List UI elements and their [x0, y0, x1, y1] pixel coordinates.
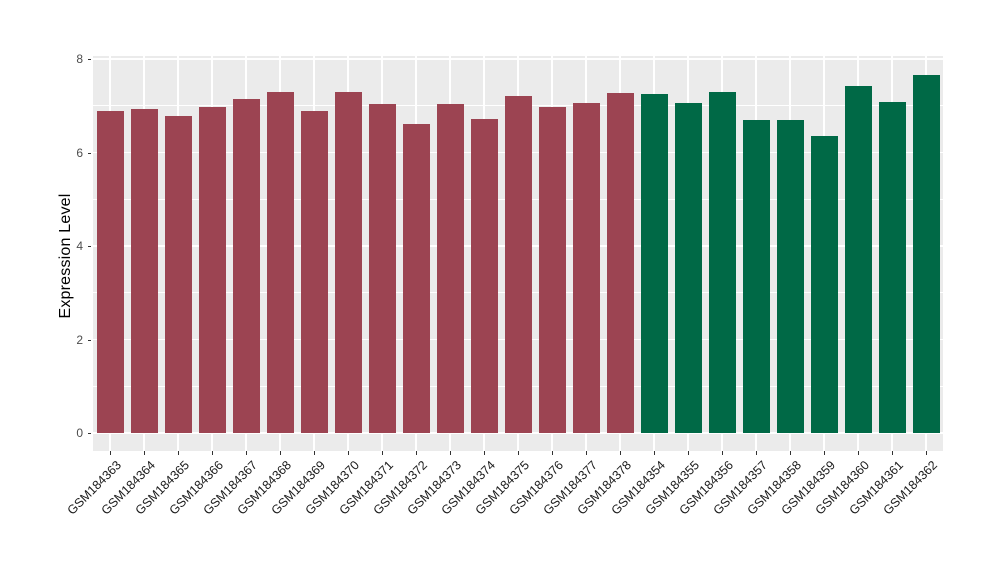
y-tick-mark: [88, 433, 91, 434]
bar-GSM184354: [640, 94, 668, 433]
x-tick-mark: [892, 451, 893, 455]
bar-GSM184374: [470, 119, 498, 433]
y-tick-label: 2: [76, 332, 83, 347]
bar-GSM184377: [572, 102, 600, 433]
y-tick-label: 4: [76, 239, 83, 253]
x-tick-mark: [688, 451, 689, 455]
bar-GSM184371: [368, 104, 396, 433]
bar-GSM184359: [810, 136, 838, 433]
bar-GSM184373: [436, 103, 464, 433]
x-tick-mark: [926, 451, 927, 455]
x-tick-mark: [246, 451, 247, 455]
x-tick-mark: [620, 451, 621, 455]
x-tick-mark: [314, 451, 315, 455]
bar-GSM184361: [878, 102, 906, 433]
x-tick-mark: [450, 451, 451, 455]
bar-GSM184365: [164, 115, 192, 433]
bar-GSM184370: [334, 92, 362, 433]
y-tick-mark: [88, 59, 91, 60]
y-tick-label: 0: [76, 426, 83, 440]
bar-GSM184355: [674, 102, 702, 433]
x-tick-mark: [586, 451, 587, 455]
y-axis-title: Expression Level: [57, 193, 74, 319]
x-tick-mark: [484, 451, 485, 455]
bar-GSM184369: [300, 111, 328, 433]
x-tick-mark: [518, 451, 519, 455]
x-tick-mark: [178, 451, 179, 455]
bar-GSM184356: [708, 92, 736, 433]
x-tick-mark: [654, 451, 655, 455]
bar-GSM184376: [538, 107, 566, 433]
bar-GSM184358: [776, 120, 804, 433]
x-tick-mark: [722, 451, 723, 455]
bar-GSM184360: [844, 86, 872, 433]
bar-GSM184366: [198, 107, 226, 433]
bar-GSM184362: [912, 74, 940, 433]
x-tick-mark: [144, 451, 145, 455]
bar-GSM184372: [402, 124, 430, 433]
x-tick-mark: [416, 451, 417, 455]
x-tick-mark: [858, 451, 859, 455]
bar-GSM184368: [266, 92, 294, 433]
bar-GSM184375: [504, 95, 532, 433]
x-tick-mark: [280, 451, 281, 455]
plot-panel: [93, 56, 943, 451]
y-tick-mark: [88, 152, 91, 154]
bar-GSM184363: [96, 111, 124, 433]
x-tick-mark: [790, 451, 791, 455]
bar-GSM184357: [742, 120, 770, 433]
x-tick-mark: [552, 451, 553, 455]
x-tick-mark: [348, 451, 349, 455]
x-tick-mark: [212, 451, 213, 455]
bar-GSM184367: [232, 99, 260, 433]
x-tick-mark: [824, 451, 825, 455]
bar-GSM184378: [606, 93, 634, 433]
y-tick-mark: [88, 339, 91, 341]
y-tick-mark: [88, 246, 91, 247]
x-tick-mark: [110, 451, 111, 455]
x-tick-mark: [756, 451, 757, 455]
y-tick-label: 8: [76, 52, 83, 66]
x-tick-mark: [382, 451, 383, 455]
y-tick-label: 6: [76, 145, 83, 160]
bar-GSM184364: [130, 109, 158, 433]
